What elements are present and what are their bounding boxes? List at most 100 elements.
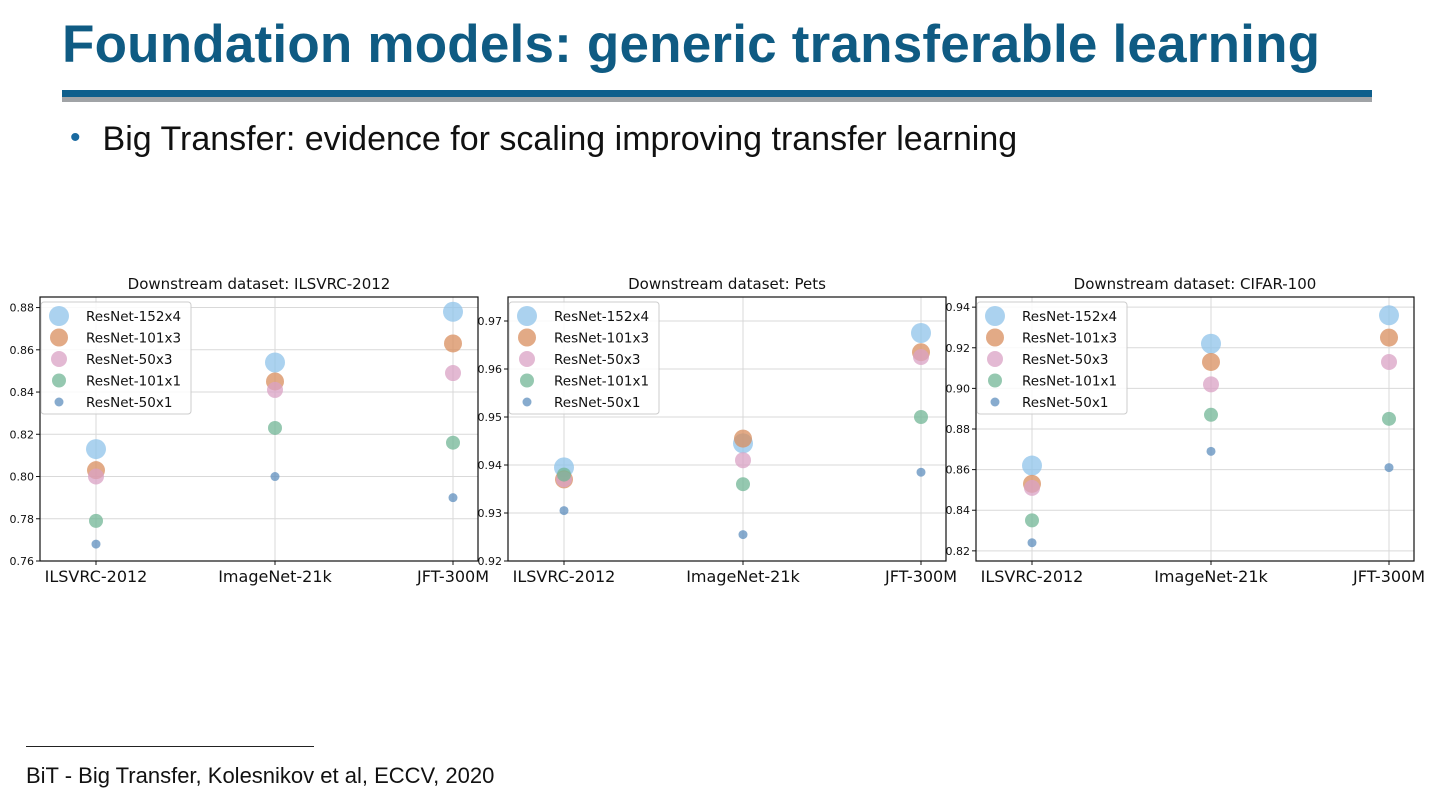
data-point-resnet-50x1 [91, 539, 101, 549]
data-point-resnet-101x1 [1025, 513, 1039, 528]
data-point-resnet-101x1 [1204, 407, 1218, 422]
slide-title: Foundation models: generic transferable … [62, 15, 1321, 74]
bullet-text: Big Transfer: evidence for scaling impro… [102, 120, 1018, 158]
data-point-resnet-50x3 [267, 381, 283, 398]
legend-marker [988, 373, 1002, 388]
legend-marker [522, 397, 532, 407]
legend-marker [518, 328, 536, 347]
legend-label: ResNet-152x4 [554, 309, 649, 325]
plot-frame [507, 296, 947, 562]
y-tick-label: 0.76 [10, 555, 35, 568]
x-tick-label: ImageNet-21k [1154, 567, 1268, 586]
data-point-resnet-101x3 [1202, 352, 1220, 371]
data-point-resnet-50x1 [270, 472, 280, 482]
y-tick-label: 0.92 [478, 555, 503, 568]
data-point-resnet-50x1 [738, 530, 748, 540]
legend-marker [49, 306, 69, 326]
legend-label: ResNet-101x1 [554, 374, 649, 390]
legend-label: ResNet-50x3 [1022, 352, 1108, 368]
legend-marker [987, 351, 1003, 367]
chart-legend: ResNet-152x4 ResNet-101x3 ResNet-50x3 ResNe… [976, 301, 1128, 415]
bullet-point: • Big Transfer: evidence for scaling impr… [70, 120, 1017, 159]
legend-box [40, 301, 192, 415]
y-tick-label: 0.94 [946, 301, 971, 314]
legend-marker [52, 373, 66, 388]
footnote: BiT - Big Transfer, Kolesnikov et al, EC… [26, 763, 495, 788]
legend-box [508, 301, 660, 415]
data-point-resnet-50x3 [1024, 479, 1040, 496]
data-point-resnet-152x4 [1379, 305, 1399, 326]
legend-marker [51, 351, 67, 367]
legend-marker [519, 351, 535, 367]
data-point-resnet-50x1 [448, 493, 458, 503]
legend-label: ResNet-101x3 [554, 331, 649, 347]
data-point-resnet-101x3 [1380, 328, 1398, 347]
x-tick-label: ImageNet-21k [218, 567, 332, 586]
x-tick-label: ILSVRC-2012 [513, 567, 616, 586]
data-point-resnet-152x4 [265, 352, 285, 373]
data-point-resnet-152x4 [911, 323, 931, 343]
data-point-resnet-50x1 [1384, 463, 1394, 473]
legend-marker [50, 328, 68, 347]
data-point-resnet-152x4 [1022, 455, 1042, 476]
data-point-resnet-101x1 [89, 513, 103, 528]
chart-title: Downstream dataset: ILSVRC-2012 [128, 275, 391, 293]
y-tick-label: 0.82 [946, 545, 971, 558]
x-tick-label: ImageNet-21k [686, 567, 800, 586]
y-tick-label: 0.78 [10, 513, 35, 526]
legend-label: ResNet-50x1 [554, 395, 640, 411]
data-point-resnet-152x4 [443, 301, 463, 322]
x-tick-label: ILSVRC-2012 [45, 567, 148, 586]
legend-marker [54, 397, 64, 407]
data-point-resnet-50x1 [1206, 446, 1216, 456]
chart-title: Downstream dataset: Pets [628, 275, 826, 293]
y-tick-label: 0.96 [478, 363, 503, 376]
footnote-divider [26, 746, 314, 747]
y-tick-label: 0.93 [478, 507, 503, 520]
x-tick-label: JFT-300M [884, 567, 957, 586]
x-tick-label: ILSVRC-2012 [981, 567, 1084, 586]
data-point-resnet-50x1 [559, 506, 569, 516]
legend-marker [986, 328, 1004, 347]
legend-label: ResNet-152x4 [1022, 309, 1117, 325]
chart-pets: Downstream dataset: Pets 0.92 0.93 0.94 0.95… [478, 275, 958, 586]
data-point-resnet-152x4 [1201, 333, 1221, 354]
bullet-icon: • [70, 121, 81, 154]
legend-label: ResNet-101x3 [86, 331, 181, 347]
chart-title: Downstream dataset: CIFAR-100 [1074, 275, 1317, 293]
data-point-resnet-101x1 [736, 477, 750, 492]
y-tick-label: 0.88 [946, 423, 971, 436]
data-point-resnet-101x1 [914, 410, 928, 424]
data-point-resnet-50x3 [913, 349, 929, 365]
legend-marker [990, 397, 1000, 407]
legend-label: ResNet-101x1 [1022, 374, 1117, 390]
title-underline-blue [62, 90, 1372, 97]
data-point-resnet-50x1 [1027, 538, 1037, 548]
y-tick-label: 0.90 [946, 382, 971, 395]
data-point-resnet-101x1 [557, 467, 571, 482]
legend-label: ResNet-50x1 [86, 395, 172, 411]
legend-label: ResNet-101x3 [1022, 331, 1117, 347]
y-tick-label: 0.86 [10, 344, 35, 357]
legend-marker [517, 306, 537, 326]
chart-cifar100: Downstream dataset: CIFAR-100 0.82 0.84 0.8… [946, 275, 1426, 586]
y-tick-label: 0.86 [946, 464, 971, 477]
legend-label: ResNet-101x1 [86, 374, 181, 390]
y-tick-label: 0.94 [478, 459, 503, 472]
x-tick-label: JFT-300M [1352, 567, 1425, 586]
data-point-resnet-101x3 [444, 334, 462, 353]
data-point-resnet-101x1 [268, 420, 282, 435]
legend-box [976, 301, 1128, 415]
chart-legend: ResNet-152x4 ResNet-101x3 ResNet-50x3 ResNe… [40, 301, 192, 415]
y-tick-label: 0.84 [10, 386, 35, 399]
legend-marker [520, 373, 534, 388]
data-point-resnet-50x3 [1381, 353, 1397, 370]
charts-row: Downstream dataset: ILSVRC-2012 0.76 0.78 0… [0, 268, 1440, 598]
legend-label: ResNet-50x3 [86, 352, 172, 368]
chart-ilsvrc: Downstream dataset: ILSVRC-2012 0.76 0.78 0… [10, 275, 490, 586]
data-point-resnet-50x1 [916, 467, 926, 477]
plot-frame [39, 296, 479, 562]
data-point-resnet-152x4 [86, 439, 106, 460]
title-underline-gray [62, 97, 1372, 102]
y-tick-label: 0.82 [10, 428, 35, 441]
